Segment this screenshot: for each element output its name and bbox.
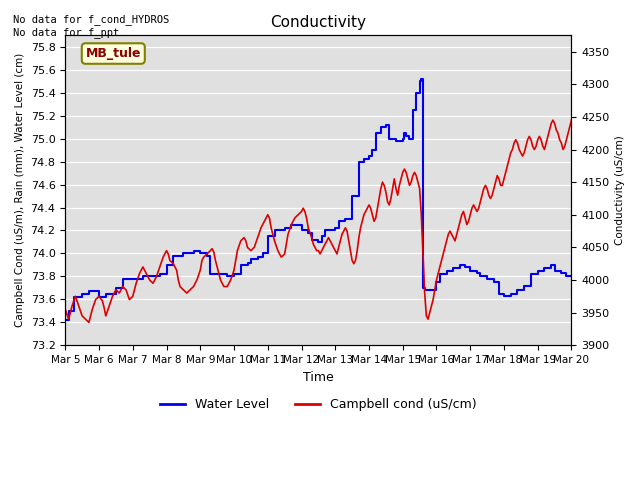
Title: Conductivity: Conductivity: [270, 15, 366, 30]
X-axis label: Time: Time: [303, 371, 333, 384]
Text: MB_tule: MB_tule: [86, 47, 141, 60]
Y-axis label: Campbell Cond (uS/m), Rain (mm), Water Level (cm): Campbell Cond (uS/m), Rain (mm), Water L…: [15, 53, 25, 327]
Text: No data for f_cond_HYDROS
No data for f_ppt: No data for f_cond_HYDROS No data for f_…: [13, 14, 169, 38]
Legend: Water Level, Campbell cond (uS/cm): Water Level, Campbell cond (uS/cm): [156, 394, 481, 417]
Y-axis label: Conductivity (uS/cm): Conductivity (uS/cm): [615, 135, 625, 245]
